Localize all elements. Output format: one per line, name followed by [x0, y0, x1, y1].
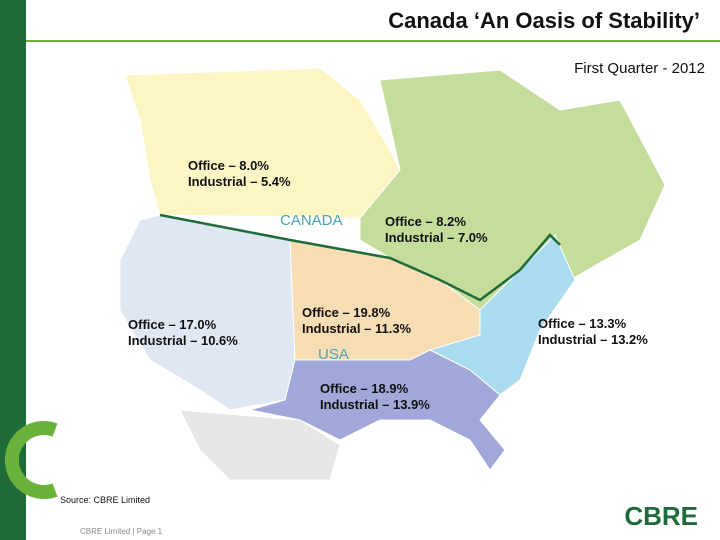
page-footer: CBRE Limited | Page 1: [80, 527, 163, 536]
region-west-canada: [124, 67, 401, 219]
industrial-label: Industrial – 10.6%: [128, 333, 238, 348]
office-label: Office – 18.9%: [320, 381, 409, 396]
logo: CBRE: [624, 501, 698, 531]
region-west-us: [119, 214, 296, 411]
source-note: Source: CBRE Limited: [60, 495, 150, 505]
subtitle: First Quarter - 2012: [574, 60, 705, 77]
office-label: Office – 13.3%: [538, 316, 627, 331]
country-label: USA: [318, 346, 349, 363]
office-label: Office – 19.8%: [302, 305, 391, 320]
title: Canada ‘An Oasis of Stability’: [388, 8, 700, 33]
industrial-label: Industrial – 11.3%: [302, 321, 412, 336]
industrial-label: Industrial – 13.9%: [320, 397, 430, 412]
region-south: [249, 349, 506, 471]
industrial-label: Industrial – 13.2%: [538, 332, 648, 347]
office-label: Office – 8.2%: [385, 214, 466, 229]
map: [119, 67, 666, 481]
country-label: CANADA: [280, 212, 343, 229]
industrial-label: Industrial – 7.0%: [385, 230, 488, 245]
brand-arc: [4, 421, 58, 499]
region-northeast: [428, 234, 576, 396]
office-label: Office – 17.0%: [128, 317, 217, 332]
office-label: Office – 8.0%: [188, 158, 269, 173]
border-line: [159, 213, 561, 302]
industrial-label: Industrial – 5.4%: [188, 174, 291, 189]
